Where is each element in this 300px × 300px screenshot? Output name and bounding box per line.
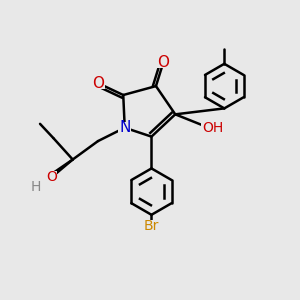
Text: O: O	[46, 170, 57, 184]
FancyBboxPatch shape	[157, 57, 170, 68]
FancyBboxPatch shape	[200, 122, 223, 134]
FancyBboxPatch shape	[92, 77, 104, 89]
Text: O: O	[92, 76, 104, 91]
Text: N: N	[119, 120, 130, 135]
Text: O: O	[158, 55, 169, 70]
Text: OH: OH	[202, 121, 224, 135]
FancyBboxPatch shape	[46, 171, 57, 182]
Text: H: H	[30, 180, 41, 194]
Text: Br: Br	[144, 219, 159, 233]
FancyBboxPatch shape	[118, 122, 131, 134]
FancyBboxPatch shape	[142, 220, 161, 232]
FancyBboxPatch shape	[31, 182, 40, 192]
